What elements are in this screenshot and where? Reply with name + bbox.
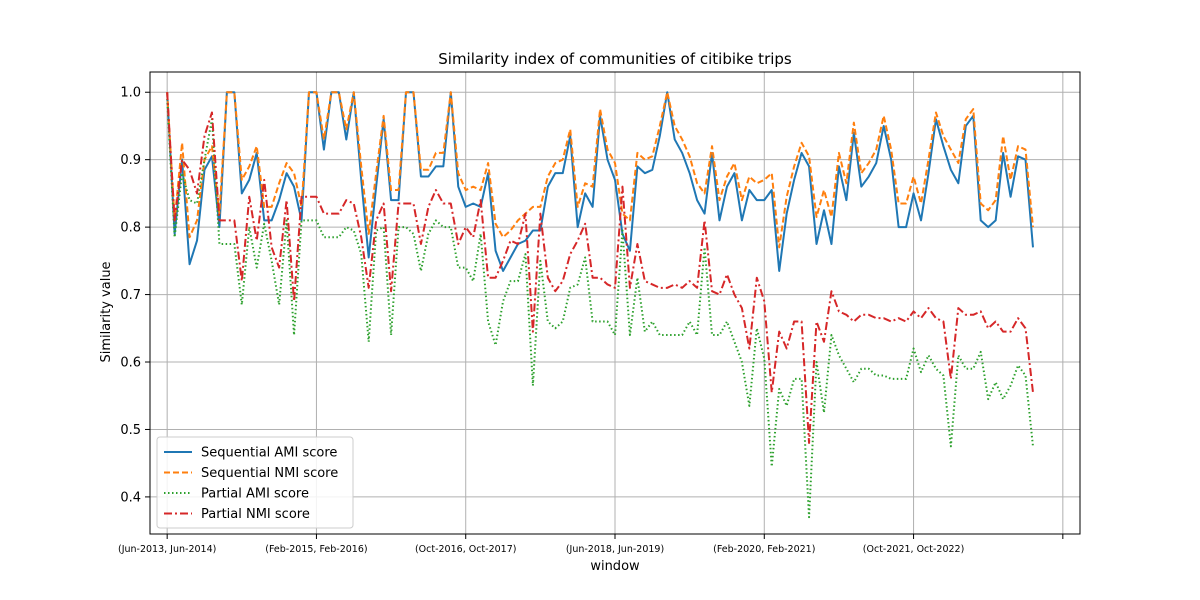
x-tick-label: (Jun-2018, Jun-2019) (566, 544, 664, 555)
series-line-3 (166, 98, 1034, 519)
x-tick-label: (Oct-2016, Oct-2017) (415, 544, 517, 555)
y-tick-label: 0.6 (120, 356, 141, 371)
x-tick-label: (Jun-2013, Jun-2014) (118, 544, 216, 555)
x-tick-label: (Oct-2021, Oct-2022) (863, 544, 965, 555)
x-axis-label: window (590, 559, 640, 574)
y-tick-label: 0.4 (120, 490, 141, 505)
legend-label: Partial AMI score (201, 487, 309, 502)
y-tick-label: 0.7 (120, 288, 141, 303)
legend: Sequential AMI score Sequential NMI score… (156, 436, 354, 529)
series-lines (166, 91, 1034, 519)
y-tick-label: 1.0 (120, 86, 141, 101)
x-tick-label: (Feb-2020, Feb-2021) (713, 544, 815, 555)
y-axis-ticks: 0.4 0.5 0.6 0.7 0.8 0.9 1.0 (120, 86, 150, 505)
y-axis-label: Similarity value (99, 261, 114, 362)
y-tick-label: 0.9 (120, 153, 141, 168)
legend-label: Partial NMI score (201, 507, 310, 522)
x-tick-label: (Feb-2015, Feb-2016) (265, 544, 367, 555)
series-line-4 (166, 92, 1034, 444)
chart-title: Similarity index of communities of citib… (438, 50, 792, 68)
y-tick-label: 0.8 (120, 221, 141, 236)
legend-box (156, 436, 354, 529)
y-tick-label: 0.5 (120, 423, 141, 438)
legend-label: Sequential NMI score (201, 466, 338, 481)
x-axis-ticks: (Jun-2013, Jun-2014) (Feb-2015, Feb-2016)… (118, 534, 1064, 555)
legend-label: Sequential AMI score (201, 446, 337, 461)
series-line-2 (166, 91, 1034, 249)
